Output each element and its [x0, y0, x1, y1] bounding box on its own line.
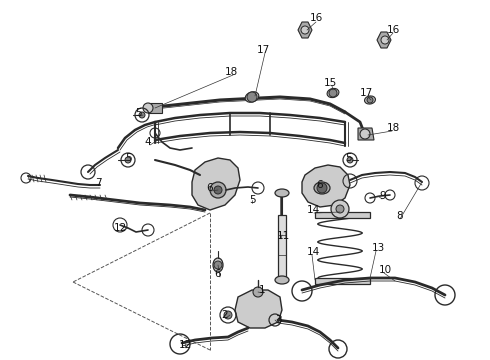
Polygon shape [358, 128, 374, 140]
Text: 10: 10 [378, 265, 392, 275]
Text: 17: 17 [256, 45, 270, 55]
Polygon shape [377, 32, 391, 48]
Ellipse shape [245, 92, 259, 102]
Text: 12: 12 [113, 223, 126, 233]
Ellipse shape [314, 182, 330, 194]
Ellipse shape [327, 89, 339, 98]
Text: 18: 18 [224, 67, 238, 77]
Text: 5: 5 [124, 153, 131, 163]
Polygon shape [148, 103, 162, 113]
Circle shape [214, 261, 222, 269]
Ellipse shape [275, 276, 289, 284]
Text: 16: 16 [387, 25, 400, 35]
Circle shape [329, 89, 337, 97]
Text: 5: 5 [249, 195, 255, 205]
Polygon shape [315, 278, 370, 284]
Text: 3: 3 [275, 315, 281, 325]
Text: 14: 14 [306, 247, 319, 257]
Text: 2: 2 [221, 310, 228, 320]
Polygon shape [235, 290, 282, 328]
Text: 18: 18 [387, 123, 400, 133]
Text: 4: 4 [145, 137, 151, 147]
Circle shape [125, 157, 131, 163]
Circle shape [347, 157, 353, 163]
Text: 9: 9 [380, 191, 386, 201]
Text: 5: 5 [344, 153, 351, 163]
Circle shape [253, 287, 263, 297]
Circle shape [224, 311, 232, 319]
Text: 1: 1 [259, 285, 265, 295]
Circle shape [367, 97, 373, 103]
Circle shape [336, 205, 344, 213]
Ellipse shape [213, 258, 223, 272]
Text: 6: 6 [317, 180, 323, 190]
Text: 12: 12 [178, 340, 192, 350]
Text: 6: 6 [207, 183, 213, 193]
Polygon shape [278, 215, 286, 278]
Circle shape [301, 26, 309, 34]
Ellipse shape [275, 189, 289, 197]
Text: 6: 6 [215, 269, 221, 279]
Polygon shape [315, 212, 370, 218]
Circle shape [139, 112, 145, 118]
Circle shape [331, 200, 349, 218]
Text: 15: 15 [323, 78, 337, 88]
Circle shape [143, 103, 153, 113]
Text: 14: 14 [306, 205, 319, 215]
Text: 8: 8 [397, 211, 403, 221]
Text: 11: 11 [276, 231, 290, 241]
Ellipse shape [365, 96, 375, 104]
Polygon shape [302, 165, 350, 207]
Text: 16: 16 [309, 13, 322, 23]
Text: 5: 5 [135, 108, 141, 118]
Circle shape [247, 92, 257, 102]
Text: 7: 7 [95, 178, 101, 188]
Polygon shape [192, 158, 240, 210]
Text: 17: 17 [359, 88, 372, 98]
Circle shape [317, 183, 327, 193]
Circle shape [210, 182, 226, 198]
Text: 13: 13 [371, 243, 385, 253]
Circle shape [214, 186, 222, 194]
Circle shape [381, 36, 389, 44]
Polygon shape [298, 22, 312, 38]
Circle shape [360, 129, 370, 139]
